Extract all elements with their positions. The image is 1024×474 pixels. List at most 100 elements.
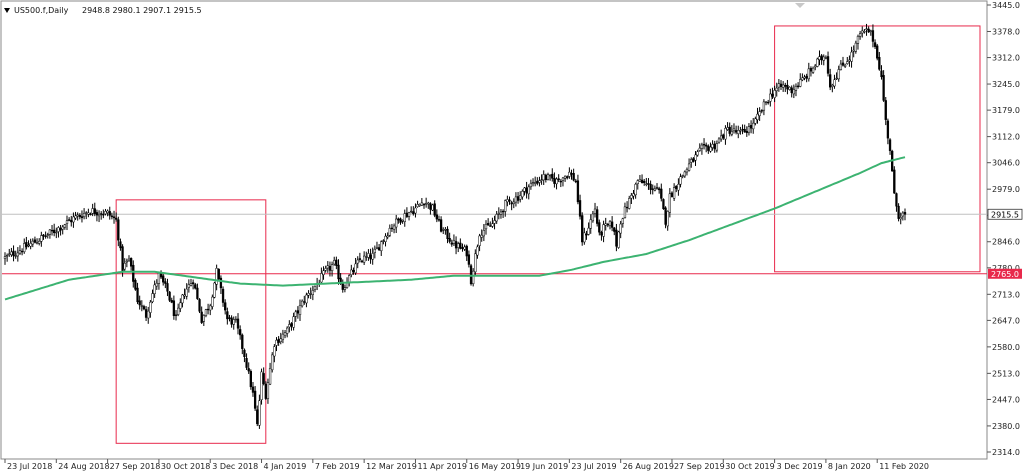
candle-body (497, 213, 500, 215)
candle-body (581, 215, 584, 243)
candle-body (705, 144, 708, 147)
x-tick-label: 16 May 2019 (469, 462, 521, 471)
candle-body (273, 346, 276, 357)
candle-body (666, 211, 669, 227)
candle (356, 256, 359, 269)
y-tick-label: 2380.0 (992, 422, 1020, 431)
candle-body (228, 317, 231, 319)
candle (501, 209, 505, 218)
candle (621, 217, 624, 228)
candle-body (636, 180, 639, 184)
candle (897, 203, 900, 222)
candle (707, 144, 710, 154)
candle-body (568, 171, 571, 177)
candle (561, 176, 565, 187)
candle (53, 223, 56, 237)
candle (722, 133, 725, 140)
candle (846, 56, 849, 65)
candle-body (734, 130, 738, 133)
candle (397, 217, 400, 224)
candle (527, 184, 530, 200)
candle (258, 394, 261, 429)
x-tick-label: 11 Feb 2020 (879, 462, 929, 471)
candle-body (281, 333, 285, 340)
candle-body (728, 126, 731, 134)
shift-marker-icon[interactable] (795, 3, 805, 8)
candle (375, 241, 379, 250)
candle-body (463, 246, 466, 250)
candle (144, 306, 148, 321)
candle-body (352, 270, 355, 272)
candle-body (12, 250, 15, 257)
candle (358, 252, 362, 263)
candle (89, 212, 92, 216)
candle (3, 252, 7, 265)
candle (236, 313, 240, 335)
candle (74, 211, 77, 221)
candle (352, 267, 355, 275)
candle-body (241, 334, 244, 349)
candle (399, 217, 402, 225)
candle-body (211, 296, 214, 307)
chart-menu-triangle-icon[interactable] (4, 8, 10, 13)
candle (467, 250, 471, 268)
candle-body (767, 101, 770, 104)
candle-body (841, 62, 845, 66)
candle-body (202, 315, 205, 322)
candle-body (147, 310, 150, 319)
candle-body (442, 229, 445, 231)
candle-body (16, 252, 19, 257)
candle (14, 250, 17, 259)
candle-body (87, 212, 90, 215)
candle (685, 167, 689, 176)
candle (403, 209, 406, 227)
candle-body (209, 305, 212, 311)
candle-body (348, 275, 351, 283)
candle (112, 210, 116, 224)
candle-body (643, 180, 646, 183)
candle (390, 223, 394, 232)
candle (57, 226, 60, 238)
candle (307, 290, 310, 299)
candle (215, 264, 218, 291)
candle (608, 220, 612, 230)
candle-body (127, 258, 131, 261)
y-tick-label: 2979.0 (992, 185, 1020, 194)
y-tick-label: 2713.0 (992, 290, 1020, 299)
candle-body (709, 146, 712, 152)
candle-body (424, 202, 428, 205)
candle-body (903, 212, 907, 215)
candle-body (204, 309, 208, 316)
candle-body (104, 210, 107, 215)
candle-body (330, 264, 334, 271)
candle (593, 202, 597, 218)
candle (80, 210, 84, 223)
x-tick-label: 24 Aug 2018 (58, 462, 109, 471)
candle-body (867, 28, 870, 33)
candle (529, 179, 533, 190)
candle-body (625, 206, 629, 209)
candle-body (824, 57, 828, 59)
candle (606, 222, 610, 228)
candle-body (764, 101, 768, 104)
candle (514, 192, 518, 207)
candle (313, 285, 317, 293)
candle (521, 189, 524, 200)
candle-body (439, 219, 443, 232)
candle-body (365, 256, 368, 258)
time-axis: 23 Jul 2018 24 Aug 2018 27 Sep 2018 30 Oct … (4, 459, 929, 471)
candle-body (822, 56, 825, 61)
candle (677, 178, 680, 196)
candle (841, 56, 845, 67)
candle (698, 143, 701, 152)
candle (570, 169, 573, 180)
candle (681, 174, 684, 179)
candle (512, 198, 515, 209)
candle (104, 208, 107, 216)
candle (115, 212, 118, 222)
candle (762, 99, 766, 116)
chart-symbol: US500.f,Daily (14, 6, 69, 15)
candle-body (814, 65, 817, 68)
candle (508, 196, 511, 205)
